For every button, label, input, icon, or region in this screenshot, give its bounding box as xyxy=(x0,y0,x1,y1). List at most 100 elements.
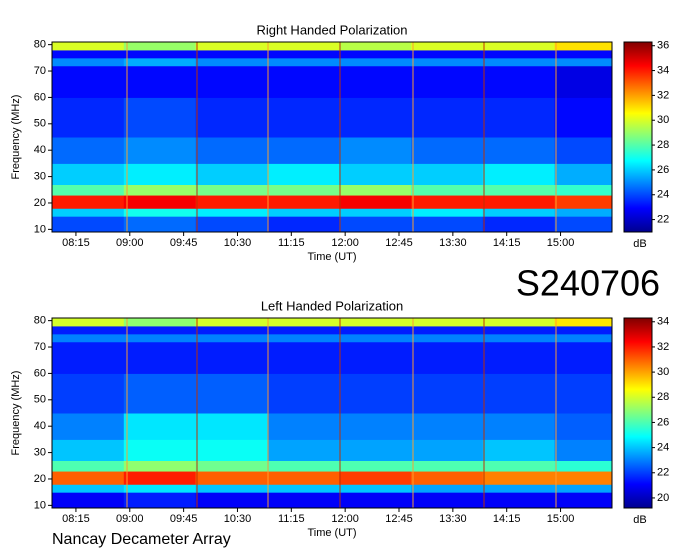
colorbar-tick-label: 22 xyxy=(657,467,669,479)
x-tick-label: 10:30 xyxy=(224,237,252,249)
colorbar-tick-label: 30 xyxy=(657,366,669,378)
heat-cell xyxy=(410,184,484,196)
heat-cell xyxy=(554,484,613,493)
heat-cell xyxy=(123,341,197,374)
y-tick-label: 20 xyxy=(34,473,46,485)
heat-cell xyxy=(482,49,556,59)
x-tick-label: 11:15 xyxy=(278,513,305,525)
heat-cell xyxy=(410,333,484,343)
heat-cell xyxy=(410,492,484,509)
heat-cell xyxy=(123,471,197,485)
heat-cell xyxy=(482,137,556,164)
heat-cell xyxy=(410,42,484,51)
heat-cell xyxy=(195,97,268,138)
colorbar-tick-label: 24 xyxy=(657,189,669,201)
heat-cell xyxy=(123,42,197,51)
colorbar-tick-label: 34 xyxy=(657,316,669,328)
heat-cell xyxy=(267,341,340,374)
colorbar-tick-label: 28 xyxy=(657,391,669,403)
heat-cell xyxy=(482,97,556,138)
heat-cell xyxy=(482,460,556,472)
heat-cell xyxy=(339,42,412,51)
heat-cell xyxy=(195,163,268,185)
heat-cell xyxy=(195,318,268,327)
heat-cell xyxy=(482,439,556,461)
chart-title: Right Handed Polarization xyxy=(256,22,407,37)
heat-cell xyxy=(195,373,268,414)
x-tick-label: 10:30 xyxy=(224,513,252,525)
x-axis-label: Time (UT) xyxy=(307,527,356,539)
y-tick-label: 30 xyxy=(34,170,46,182)
heat-cell xyxy=(123,460,197,472)
heat-cell xyxy=(195,492,268,509)
heat-cell xyxy=(482,195,556,209)
heat-cell xyxy=(123,333,197,343)
heat-cell xyxy=(554,42,613,51)
heat-cell xyxy=(52,341,125,374)
heat-cell xyxy=(195,439,268,461)
heat-cell xyxy=(339,484,412,493)
heat-cell xyxy=(482,65,556,98)
heat-cell xyxy=(267,460,340,472)
heat-cell xyxy=(52,413,125,440)
heat-cell xyxy=(410,460,484,472)
x-tick-label: 12:45 xyxy=(385,513,413,525)
heat-cell xyxy=(52,439,125,461)
heat-cell xyxy=(195,184,268,196)
heat-cell xyxy=(410,341,484,374)
heat-cell xyxy=(52,42,125,51)
heat-cell xyxy=(339,163,412,185)
heat-cell xyxy=(482,318,556,327)
heat-cell xyxy=(554,208,613,217)
heat-cell xyxy=(482,216,556,233)
heat-cell xyxy=(339,184,412,196)
heat-cell xyxy=(52,208,125,217)
y-tick-label: 40 xyxy=(34,420,46,432)
x-tick-label: 08:15 xyxy=(62,237,90,249)
x-tick-label: 11:15 xyxy=(278,237,305,249)
heat-cell xyxy=(195,208,268,217)
x-tick-label: 14:15 xyxy=(493,513,521,525)
heat-cell xyxy=(482,471,556,485)
heat-cell xyxy=(52,137,125,164)
heat-cell xyxy=(554,325,613,335)
heat-cell xyxy=(52,184,125,196)
heat-cell xyxy=(554,413,613,440)
plot-frame xyxy=(51,41,613,233)
heat-cell xyxy=(52,49,125,59)
y-tick-label: 20 xyxy=(34,197,46,209)
colorbar-tick-label: 32 xyxy=(657,89,669,101)
heat-cell xyxy=(195,484,268,493)
colorbar-tick-label: 32 xyxy=(657,341,669,353)
heat-cell xyxy=(123,492,197,509)
y-tick-label: 10 xyxy=(34,223,46,235)
heat-cell xyxy=(339,492,412,509)
heat-cell xyxy=(410,49,484,59)
heat-cell xyxy=(554,341,613,374)
heat-cell xyxy=(554,97,613,138)
heat-cell xyxy=(482,325,556,335)
heat-cell xyxy=(482,42,556,51)
y-tick-label: 70 xyxy=(34,341,46,353)
x-tick-label: 13:30 xyxy=(439,237,467,249)
colorbar-tick-label: 20 xyxy=(657,492,669,504)
y-tick-label: 50 xyxy=(34,394,46,406)
heat-cell xyxy=(554,373,613,414)
colorbar-label: dB xyxy=(633,514,646,526)
heat-cell xyxy=(267,49,340,59)
heat-cell xyxy=(52,163,125,185)
heat-cell xyxy=(339,413,412,440)
y-tick-label: 80 xyxy=(34,315,46,327)
heat-cell xyxy=(410,163,484,185)
heat-cell xyxy=(339,373,412,414)
heat-cell xyxy=(267,208,340,217)
heat-cell xyxy=(123,163,197,185)
heat-cell xyxy=(123,49,197,59)
heat-cell xyxy=(482,492,556,509)
heat-cell xyxy=(267,42,340,51)
heat-cell xyxy=(267,97,340,138)
heat-cell xyxy=(554,318,613,327)
heat-cell xyxy=(267,492,340,509)
heat-cell xyxy=(195,216,268,233)
heat-cell xyxy=(195,65,268,98)
